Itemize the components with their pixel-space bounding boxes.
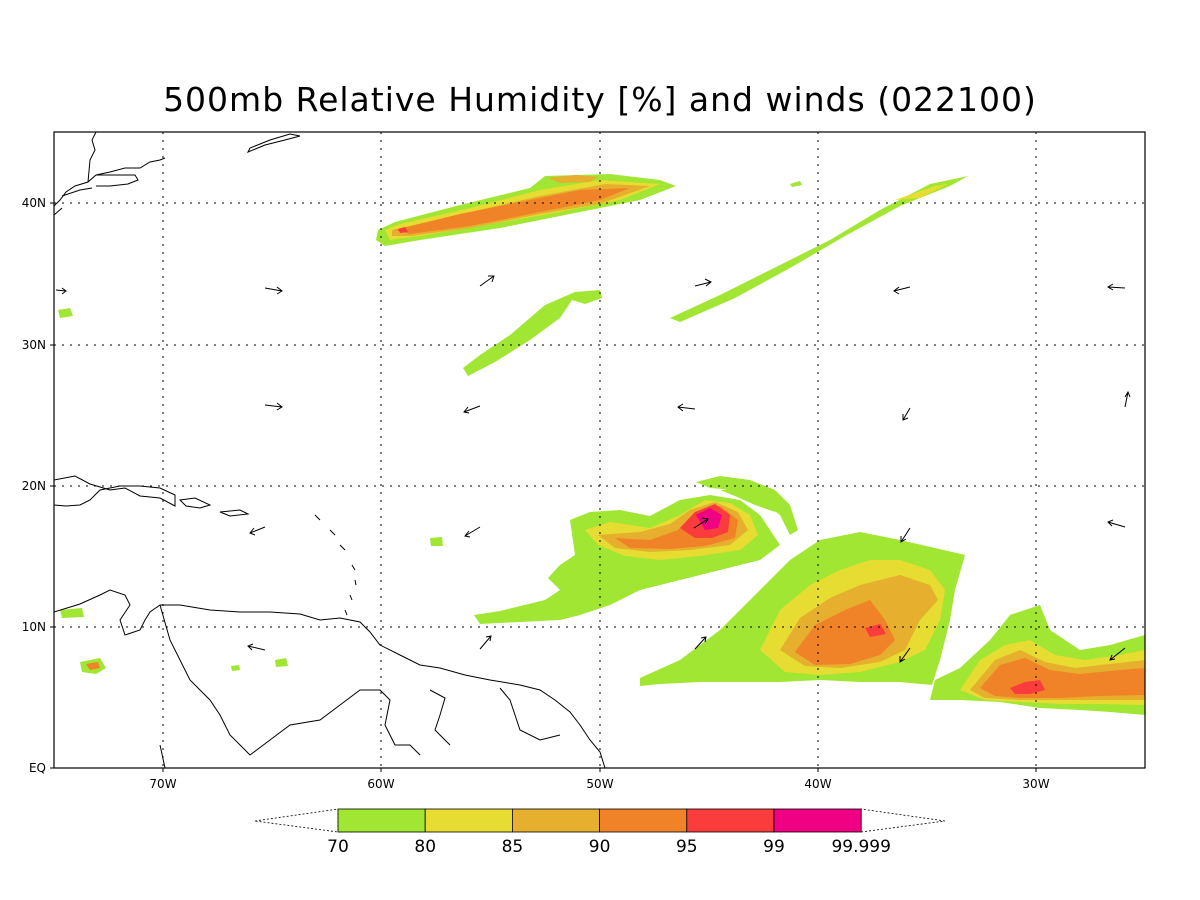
colorbar-low-extension xyxy=(254,808,339,833)
wind-arrow xyxy=(479,275,495,287)
humidity-area-80 xyxy=(895,184,948,200)
wind-arrow xyxy=(1109,647,1126,661)
colorbar-swatch xyxy=(424,808,513,833)
humidity-area-70 xyxy=(275,658,288,667)
south-america-borders xyxy=(159,604,561,768)
wind-arrow xyxy=(264,402,283,411)
wind-vectors xyxy=(55,275,1131,663)
lon-tick-label: 60W xyxy=(367,777,394,791)
humidity-area-90 xyxy=(395,188,630,234)
lon-tick-label: 50W xyxy=(586,777,613,791)
lon-tick-label: 30W xyxy=(1022,777,1049,791)
humidity-area-70 xyxy=(720,488,775,512)
humidity-area-70 xyxy=(231,665,240,671)
north-america-coastline xyxy=(54,132,166,216)
colorbar: 70 80 85 90 95 99 99.999 xyxy=(254,808,946,857)
colorbar-level-label: 95 xyxy=(676,837,698,857)
wind-arrow xyxy=(893,286,911,295)
colorbar-swatch xyxy=(512,808,601,833)
lat-axis-labels: EQ 10N 20N 30N 40N xyxy=(22,196,46,775)
lon-tick-label: 70W xyxy=(149,777,176,791)
wind-arrow xyxy=(899,647,911,663)
humidity-area-95 xyxy=(398,227,408,233)
colorbar-swatch xyxy=(773,808,862,833)
lon-tick-label: 40W xyxy=(804,777,831,791)
grid-lines xyxy=(54,132,1145,768)
wind-arrow xyxy=(693,517,709,529)
coastlines xyxy=(54,132,606,768)
colorbar-swatch xyxy=(337,808,426,833)
wind-arrow xyxy=(900,527,911,543)
colorbar-level-label: 99 xyxy=(763,837,785,857)
wind-arrow xyxy=(249,526,266,536)
humidity-area-90 xyxy=(795,600,895,665)
lat-tick-label: 10N xyxy=(22,620,46,634)
lat-tick-label: 40N xyxy=(22,196,46,210)
wind-arrow xyxy=(55,287,67,295)
lon-axis-labels: 70W 60W 50W 40W 30W xyxy=(149,777,1049,791)
colorbar-high-extension xyxy=(860,808,946,833)
wind-arrow xyxy=(1107,283,1126,291)
colorbar-level-label: 99.999 xyxy=(831,837,890,857)
wind-arrow xyxy=(1124,390,1131,408)
humidity-area-70 xyxy=(430,537,443,546)
colorbar-swatch xyxy=(599,808,688,833)
wind-arrow xyxy=(463,405,481,414)
colorbar-level-label: 90 xyxy=(589,837,611,857)
wind-arrow xyxy=(694,636,707,650)
chart-title: 500mb Relative Humidity [%] and winds (0… xyxy=(163,80,1037,119)
colorbar-swatch xyxy=(686,808,775,833)
colorbar-level-label: 80 xyxy=(414,837,436,857)
greater-antilles-coastline xyxy=(54,475,250,517)
humidity-area-85b xyxy=(548,175,598,183)
wind-arrow xyxy=(677,403,696,412)
colorbar-level-label: 85 xyxy=(502,837,524,857)
humidity-area-70 xyxy=(696,476,798,535)
wind-arrow xyxy=(1107,519,1126,528)
humidity-shading xyxy=(58,174,1145,715)
long-island-coastline xyxy=(61,187,93,197)
wind-arrow xyxy=(479,635,492,650)
humidity-area-70 xyxy=(58,308,73,318)
humidity-area-99 xyxy=(696,508,722,530)
wind-arrow xyxy=(264,286,283,295)
wind-arrow xyxy=(464,526,481,538)
humidity-area-95 xyxy=(1010,680,1045,694)
humidity-area-70 xyxy=(670,176,968,322)
humidity-area-70 xyxy=(60,608,84,618)
wind-arrow xyxy=(247,643,266,651)
colorbar-level-label: 70 xyxy=(327,837,349,857)
wind-arrow xyxy=(902,407,911,421)
humidity-area-70 xyxy=(463,290,602,376)
lat-tick-label: 30N xyxy=(22,338,46,352)
nova-scotia-coastline xyxy=(246,133,301,153)
humidity-area-70 xyxy=(790,181,802,187)
tick-marks xyxy=(50,202,1037,772)
lat-tick-label: 20N xyxy=(22,479,46,493)
south-america-coastline xyxy=(54,589,606,768)
lesser-antilles-coastline xyxy=(314,514,357,616)
wind-arrow xyxy=(694,278,712,287)
lat-tick-label: EQ xyxy=(29,761,46,775)
humidity-area-90 xyxy=(86,662,100,670)
